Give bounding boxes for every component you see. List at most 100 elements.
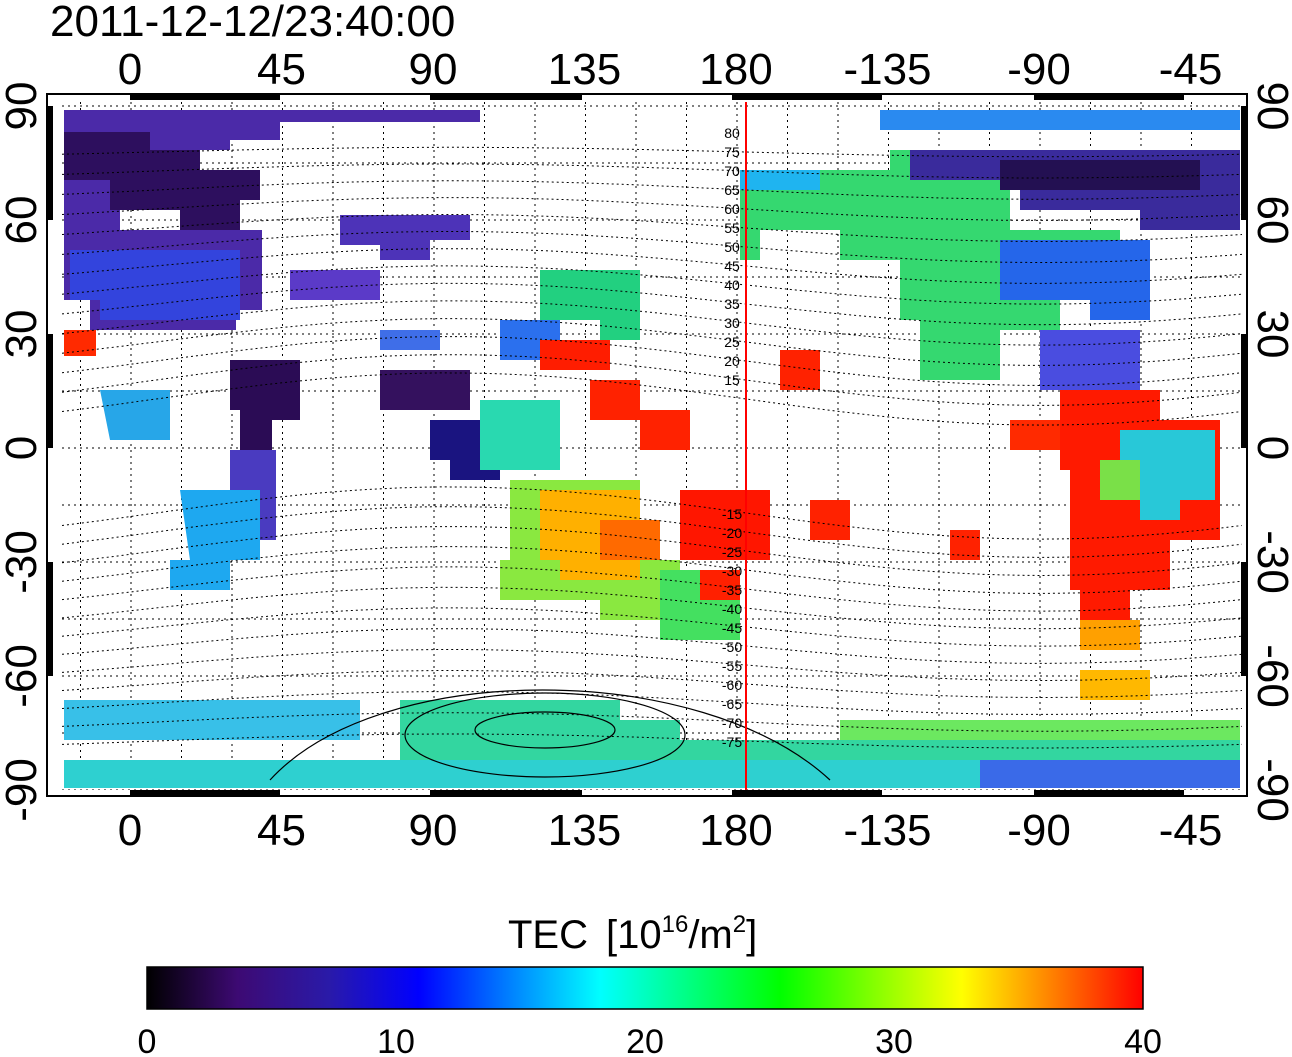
frame-bar-top — [130, 94, 280, 100]
y-tick-left: -90 — [0, 758, 46, 822]
tec-region-europe-blue — [70, 250, 240, 320]
colorbar-label: TEC [1016/m2] — [508, 911, 757, 957]
mlat-label: 80 — [724, 125, 740, 141]
x-tick-top: -90 — [1007, 45, 1071, 94]
x-tick-bottom: 90 — [409, 806, 458, 855]
tec-region-south-pole — [64, 760, 1240, 788]
tec-region-tibet — [380, 330, 440, 350]
colorbar-tick-label: 30 — [875, 1023, 913, 1057]
mlat-contour — [62, 649, 1242, 682]
mlat-contour — [62, 712, 1242, 732]
colorbar-tick-label: 0 — [138, 1023, 157, 1057]
colorbar-label-unit-mid: /m — [688, 913, 732, 957]
frame-bar-right — [1241, 562, 1247, 676]
mlat-label: -35 — [722, 582, 742, 598]
mlat-label: -65 — [722, 696, 742, 712]
tec-region-alaska — [740, 170, 820, 190]
mlat-label: 70 — [724, 163, 740, 179]
tec-region-south-pacific-red — [680, 490, 770, 560]
mlat-contour — [62, 566, 1242, 612]
x-tick-bottom: 0 — [118, 806, 142, 855]
mlat-label: -45 — [722, 620, 742, 636]
y-tick-right: -30 — [1248, 530, 1292, 594]
mlat-label: 35 — [724, 296, 740, 312]
tec-region-africa-dark — [230, 360, 300, 470]
tec-region-philippines — [480, 400, 560, 470]
colorbar-tick-label: 40 — [1124, 1023, 1162, 1057]
x-tick-top: -135 — [843, 45, 931, 94]
y-tick-right: 90 — [1248, 82, 1292, 131]
tec-region-antarctica-west — [64, 700, 360, 740]
x-tick-bottom: 180 — [699, 806, 772, 855]
tec-region-pacific-red-2 — [640, 410, 690, 450]
y-tick-right: 0 — [1248, 436, 1292, 460]
x-tick-top: 45 — [257, 45, 306, 94]
tec-region-pacific-red-1 — [590, 380, 640, 420]
x-tick-top: 135 — [548, 45, 621, 94]
mlat-label: 45 — [724, 258, 740, 274]
mlat-contour — [62, 265, 1242, 305]
frame-bar-top — [732, 94, 882, 100]
tec-region-antarctic-peninsula — [1080, 670, 1150, 700]
y-tick-left: 0 — [0, 436, 46, 460]
tec-region-us-east — [1000, 240, 1150, 320]
mlat-label: 30 — [724, 315, 740, 331]
tec-data-cells — [64, 110, 1240, 788]
mlat-label: 55 — [724, 220, 740, 236]
tec-region-india — [380, 370, 470, 410]
mlat-contour — [62, 300, 1242, 346]
tec-region-south-pacific-red-2 — [810, 500, 850, 540]
frame-bar-bottom — [430, 790, 582, 796]
mlat-label: 50 — [724, 239, 740, 255]
mlat-contour — [62, 733, 1242, 749]
mlat-label: 40 — [724, 277, 740, 293]
colorbar-label-unit-exp2: 2 — [733, 911, 746, 938]
y-tick-right: -60 — [1248, 644, 1292, 708]
x-tick-bottom: -135 — [843, 806, 931, 855]
frame-bar-top — [430, 94, 582, 100]
frame-bar-right — [1241, 106, 1247, 220]
mlat-contour — [62, 163, 1242, 179]
x-tick-bottom: 45 — [257, 806, 306, 855]
tec-region-central-america — [1010, 420, 1060, 450]
mlat-contour — [62, 607, 1242, 647]
frame-bar-right — [1241, 334, 1247, 448]
frame-bar-bottom — [130, 790, 280, 796]
mlat-label: -70 — [722, 715, 742, 731]
colorbar-label-unit-exp: 16 — [662, 911, 689, 938]
mlat-contour — [62, 670, 1242, 699]
tec-region-south-pacific-red-3 — [950, 530, 980, 560]
tec-region-west-africa-red — [64, 330, 96, 356]
colorbar-ticks: 0 10 20 30 40 — [138, 1023, 1162, 1057]
mlat-contour — [62, 231, 1242, 264]
tec-region-central-asia — [290, 270, 380, 300]
mlat-contour — [62, 628, 1242, 664]
x-tick-bottom: -90 — [1007, 806, 1071, 855]
tec-region-north-america — [740, 150, 1120, 380]
mlat-label: -60 — [722, 677, 742, 693]
mlat-label: 20 — [724, 353, 740, 369]
mlat-label: 25 — [724, 334, 740, 350]
colorbar-tick-label: 20 — [626, 1023, 664, 1057]
x-tick-bottom: 135 — [548, 806, 621, 855]
x-tick-top: 90 — [409, 45, 458, 94]
x-axis-bottom-ticks: 0 45 90 135 180 -135 -90 -45 — [118, 806, 1223, 855]
magnetic-latitude-contours — [62, 146, 1242, 749]
y-axis-right-ticks: 90 60 30 0 -30 -60 -90 — [1248, 82, 1292, 822]
mlat-label: -15 — [722, 506, 742, 522]
magnetic-latitude-labels: 80 75 70 65 60 55 50 45 40 35 30 25 20 15 -15 -20 -25 -30… — [722, 125, 742, 750]
mlat-label: -30 — [722, 563, 742, 579]
map-plot-area — [62, 102, 1242, 790]
tec-region-siberia — [340, 215, 470, 260]
tec-region-japan — [540, 270, 640, 340]
mlat-label: -25 — [722, 544, 742, 560]
frame-bar-top — [1034, 94, 1184, 100]
mlat-contour — [62, 214, 1242, 243]
tec-region-taiwan-red — [540, 340, 610, 370]
x-axis-top-ticks: 0 45 90 135 180 -135 -90 -45 — [118, 45, 1223, 94]
tec-region-patagonia — [1080, 620, 1140, 650]
y-tick-left: -60 — [0, 644, 46, 708]
tec-region-hawaii-red — [780, 350, 820, 390]
frame-bar-left — [47, 106, 53, 220]
